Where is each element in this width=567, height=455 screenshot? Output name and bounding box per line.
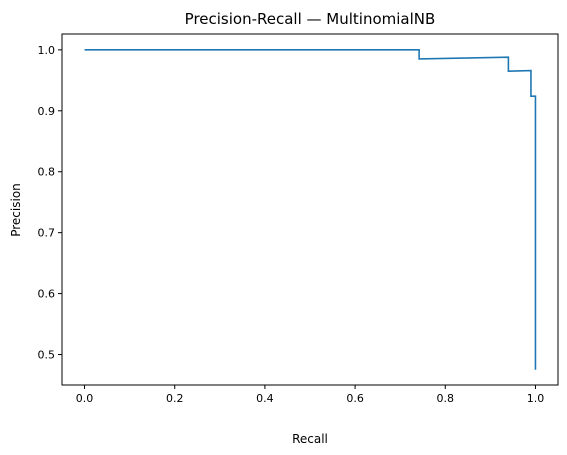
y-tick-label: 0.8	[38, 166, 56, 179]
y-tick-label: 0.9	[38, 105, 56, 118]
y-tick-label: 0.6	[38, 288, 56, 301]
x-tick-label: 0.4	[256, 392, 274, 405]
series-line-0	[84, 49, 537, 370]
x-tick-label: 0.0	[76, 392, 94, 405]
y-tick-label: 0.7	[38, 227, 56, 240]
x-tick-label: 0.2	[166, 392, 184, 405]
y-tick-label: 1.0	[38, 44, 56, 57]
chart-title: Precision-Recall — MultinomialNB	[185, 10, 436, 28]
x-axis-label: Recall	[292, 432, 328, 446]
plot-frame	[61, 33, 559, 386]
x-tick-label: 0.6	[346, 392, 364, 405]
y-tick-label: 0.5	[38, 349, 56, 362]
x-tick-label: 0.8	[437, 392, 455, 405]
x-tick-label: 1.0	[527, 392, 545, 405]
y-axis-label: Precision	[9, 183, 23, 237]
